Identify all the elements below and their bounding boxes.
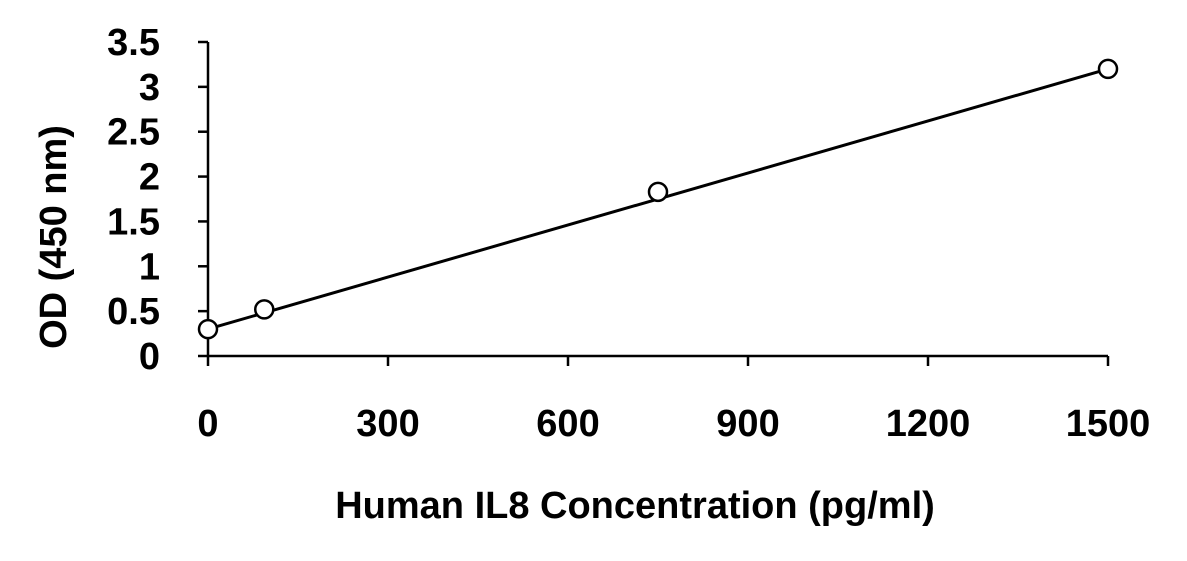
y-tick-label: 3	[139, 67, 160, 109]
x-axis-ticks: 0 300 600 900 1200 1500	[197, 356, 1150, 445]
y-tick-label: 2	[139, 157, 160, 199]
data-point-marker	[254, 299, 275, 320]
data-point-marker	[197, 318, 219, 340]
x-tick-label: 0	[197, 403, 218, 445]
y-tick-label: 0	[139, 336, 160, 378]
y-axis-ticks: 00.511.522.533.5	[107, 22, 208, 378]
data-points	[197, 58, 1119, 340]
y-tick-label: 1	[139, 246, 160, 288]
x-axis-title: Human IL8 Concentration (pg/ml)	[335, 485, 935, 527]
x-tick-label: 300	[356, 403, 419, 445]
y-tick-label: 0.5	[107, 291, 160, 333]
plot-area: 0 300 600 900 1200 1500 00.511.522.533.5	[107, 22, 1150, 445]
x-tick-label: 1500	[1066, 403, 1151, 445]
y-tick-label: 3.5	[107, 22, 160, 64]
data-point-marker	[1097, 58, 1119, 80]
x-tick-label: 900	[716, 403, 779, 445]
y-axis-title: OD (450 nm)	[33, 125, 75, 349]
y-tick-label: 1.5	[107, 201, 160, 243]
x-tick-label: 1200	[886, 403, 971, 445]
data-point-marker	[647, 181, 669, 203]
y-tick-label: 2.5	[107, 112, 160, 154]
x-tick-label: 600	[536, 403, 599, 445]
